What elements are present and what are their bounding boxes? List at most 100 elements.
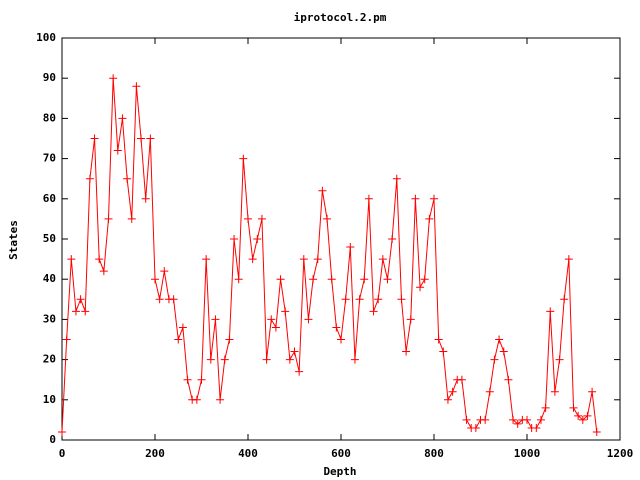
point-marker xyxy=(402,347,411,356)
point-marker xyxy=(383,275,392,284)
x-tick-label: 800 xyxy=(424,447,444,460)
point-marker xyxy=(481,415,490,424)
point-marker xyxy=(564,255,573,264)
point-marker xyxy=(257,214,266,223)
point-marker xyxy=(397,295,406,304)
point-marker xyxy=(99,267,108,276)
point-marker xyxy=(504,375,513,384)
x-tick-label: 200 xyxy=(145,447,165,460)
point-marker xyxy=(216,395,225,404)
point-marker xyxy=(471,423,480,432)
x-tick-label: 400 xyxy=(238,447,258,460)
point-marker xyxy=(183,375,192,384)
point-marker xyxy=(178,323,187,332)
point-marker xyxy=(281,307,290,316)
y-tick-label: 0 xyxy=(49,433,56,446)
point-marker xyxy=(127,214,136,223)
plot-frame xyxy=(61,37,621,441)
point-marker xyxy=(523,415,531,424)
point-marker xyxy=(332,323,341,332)
y-tick-label: 80 xyxy=(43,111,56,124)
point-marker xyxy=(239,154,248,163)
point-marker xyxy=(202,255,211,264)
point-marker xyxy=(536,415,545,424)
point-marker xyxy=(425,214,434,223)
point-marker xyxy=(546,307,555,316)
y-tick-label: 60 xyxy=(43,192,56,205)
point-marker xyxy=(364,194,373,203)
series-line xyxy=(61,78,598,433)
point-marker xyxy=(583,411,592,420)
point-marker xyxy=(560,295,569,304)
point-marker xyxy=(462,415,471,424)
chart-title: iprotocol.2.pm xyxy=(294,11,387,24)
y-tick-label: 10 xyxy=(43,393,56,406)
point-marker xyxy=(248,255,257,264)
point-marker xyxy=(71,307,80,316)
point-marker xyxy=(262,355,271,364)
point-marker xyxy=(532,423,541,432)
point-marker xyxy=(430,194,438,203)
x-tick-label: 0 xyxy=(59,447,66,460)
point-marker xyxy=(234,275,243,284)
point-marker xyxy=(113,146,122,155)
point-marker xyxy=(406,315,415,324)
y-tick-label: 100 xyxy=(36,31,56,44)
point-marker xyxy=(95,255,104,264)
point-marker xyxy=(118,114,127,123)
point-marker xyxy=(439,347,448,356)
point-marker xyxy=(327,275,336,284)
y-tick-label: 50 xyxy=(43,232,56,245)
point-marker xyxy=(109,74,118,83)
point-marker xyxy=(192,395,201,404)
point-marker xyxy=(318,186,327,195)
point-marker xyxy=(160,267,169,276)
point-marker xyxy=(592,427,601,436)
point-marker xyxy=(550,387,559,396)
point-marker xyxy=(211,315,220,324)
point-marker xyxy=(299,255,308,264)
point-marker xyxy=(392,174,401,183)
point-marker xyxy=(443,395,452,404)
point-marker xyxy=(132,82,141,91)
point-marker xyxy=(276,275,285,284)
point-marker xyxy=(230,235,239,243)
y-tick-label: 90 xyxy=(43,71,56,84)
point-marker xyxy=(220,355,229,364)
point-marker xyxy=(369,307,378,316)
point-marker xyxy=(285,355,294,364)
point-marker xyxy=(85,174,94,183)
point-marker xyxy=(323,214,332,223)
x-tick-label: 1000 xyxy=(514,447,541,460)
point-marker xyxy=(62,335,71,344)
point-marker xyxy=(420,275,429,284)
point-marker xyxy=(151,275,159,284)
x-tick-label: 1200 xyxy=(607,447,634,460)
point-marker xyxy=(169,295,178,304)
point-marker xyxy=(141,194,150,203)
point-marker xyxy=(197,375,206,384)
point-marker xyxy=(174,335,183,344)
point-marker xyxy=(309,275,318,284)
point-marker xyxy=(253,235,262,243)
point-marker xyxy=(541,403,550,412)
point-marker xyxy=(81,307,90,316)
point-marker xyxy=(555,355,564,364)
y-axis-label: States xyxy=(7,220,20,260)
x-axis-label: Depth xyxy=(323,465,356,478)
point-marker xyxy=(76,295,85,304)
y-tick-label: 70 xyxy=(43,152,56,165)
point-marker xyxy=(509,415,518,424)
point-marker xyxy=(457,375,466,384)
point-marker xyxy=(225,335,234,344)
y-tick-label: 40 xyxy=(43,272,56,285)
point-marker xyxy=(337,335,345,344)
point-marker xyxy=(490,355,499,364)
point-marker xyxy=(416,283,425,292)
point-marker xyxy=(434,335,443,344)
point-marker xyxy=(569,403,578,412)
point-marker xyxy=(411,194,420,203)
point-marker xyxy=(290,347,299,356)
point-marker xyxy=(295,367,304,376)
